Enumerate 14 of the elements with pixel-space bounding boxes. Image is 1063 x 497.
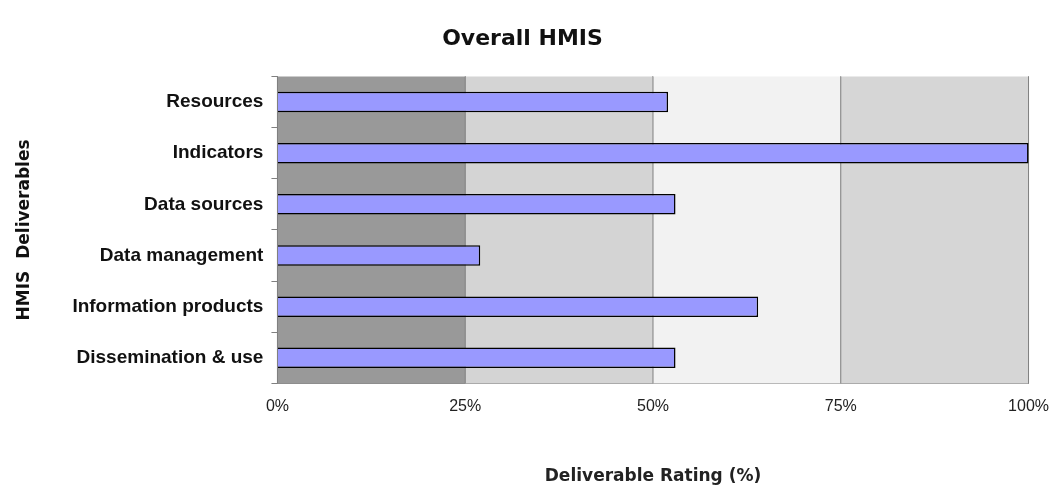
x-tick-label: 75% <box>824 397 857 415</box>
x-tick-label: 50% <box>636 397 670 415</box>
y-tick-label: Dissemination & use <box>76 346 264 368</box>
chart-title: Overall HMIS <box>442 24 603 50</box>
x-tick-label: 100% <box>1008 397 1049 415</box>
x-tick-label: 0% <box>265 397 290 415</box>
y-tick-label: Data sources <box>144 192 264 214</box>
y-tick-label: Data management <box>99 243 265 265</box>
y-tick-label: Information products <box>72 294 264 316</box>
y-tick-label: Indicators <box>172 141 264 163</box>
y-axis-title: HMIS Deliverables <box>12 139 33 321</box>
x-tick-label: 25% <box>449 397 482 415</box>
x-axis-title: Deliverable Rating (%) <box>544 465 762 486</box>
y-tick-label: Resources <box>166 90 264 112</box>
